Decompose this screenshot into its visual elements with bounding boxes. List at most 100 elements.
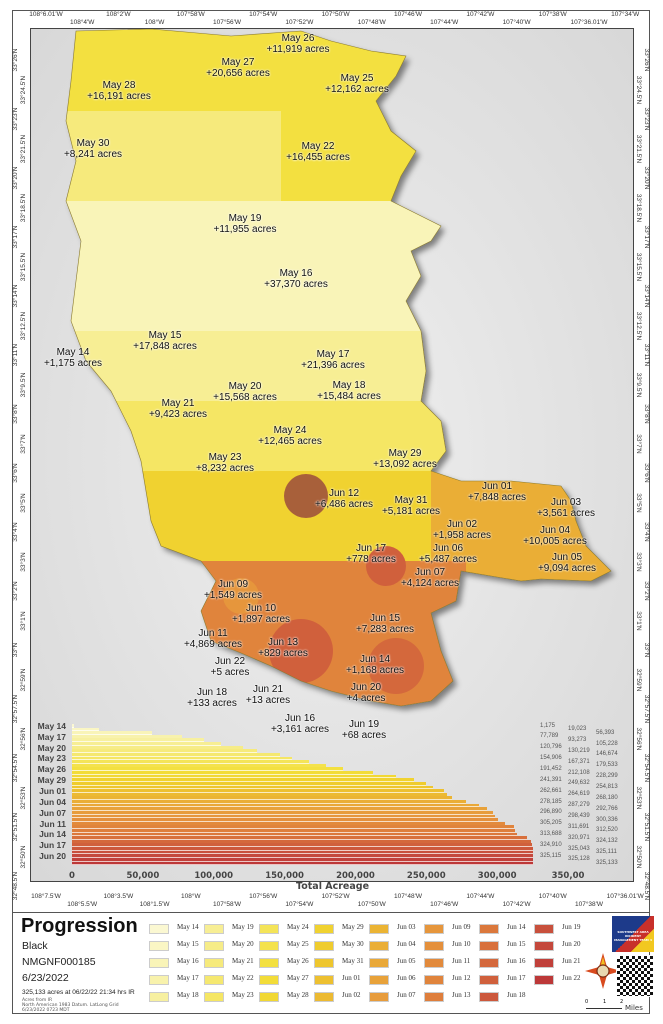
legend-label: May 31 [342,957,364,965]
chart-bar [72,847,533,851]
label-date: May 23 [208,452,242,463]
legend-label: May 17 [177,974,199,982]
chart-bar [72,781,426,786]
legend-swatch [479,924,499,934]
progression-label: May 31 +5,181 acres [382,495,440,517]
latitude-label: 33°20'N [12,166,19,190]
longitude-label: 107°36.01'W [606,893,644,900]
legend-swatch [259,992,279,1002]
chart-bar [72,771,373,775]
label-date: Jun 07 [414,567,446,578]
label-date: Jun 19 [348,719,380,730]
legend-swatch [424,975,444,985]
bar-value-label: 93,273 [568,736,587,743]
longitude-label: 107°38'W [538,11,567,18]
latitude-label: 33°23'N [643,107,650,131]
chart-bar [72,749,257,754]
legend-label: Jun 12 [452,974,471,982]
progression-label: Jun 07 +4,124 acres [401,567,459,589]
legend-swatch [149,958,169,968]
label-acres: +5 acres [210,667,250,678]
legend-swatch [149,992,169,1002]
legend-swatch [479,958,499,968]
label-acres: +11,955 acres [213,224,277,235]
label-date: Jun 15 [369,613,401,624]
y-tick-label: May 26 [37,764,66,775]
chart-bar [72,832,517,837]
legend-label: Jun 01 [342,974,361,982]
label-acres: +1,897 acres [231,614,291,625]
north-arrow-icon [585,953,621,989]
latitude-label: 33°12.5'N [635,311,642,340]
label-acres: +12,162 acres [325,84,389,95]
progression-label: May 27 +20,656 acres [206,57,270,79]
longitude-label: 108°W [144,19,165,26]
label-acres: +3,561 acres [536,508,596,519]
longitude-label: 107°46'W [393,11,423,18]
x-tick-label: 200,000 [336,871,375,881]
latitude-label: 32°48.5'N [643,871,650,901]
progression-label: May 30 +8,241 acres [64,138,122,160]
chart-bar [72,774,396,779]
latitude-label: 33°4'N [643,522,650,542]
chart-bar [72,738,205,743]
progression-label: May 15 +17,848 acres [133,330,197,352]
legend-label: Jun 18 [507,991,526,999]
longitude-label: 107°54'W [285,901,314,908]
label-acres: +133 acres [187,698,237,709]
legend-swatch [369,958,389,968]
label-date: May 25 [340,73,374,84]
label-date: May 27 [221,57,255,68]
longitude-label: 107°50'W [357,901,386,908]
bar-value-label: 278,185 [540,798,562,805]
legend-panel: Progression Black NMGNF000185 6/23/2022 … [12,912,654,1014]
bar-value-label: 146,674 [596,751,618,758]
latitude-label: 33°21.5'N [635,134,642,163]
scale-bar: 0 1 2 Miles [585,999,645,1013]
legend-label: May 15 [177,940,199,948]
label-acres: +15,484 acres [317,391,381,402]
progression-label: Jun 13 +829 acres [258,637,308,659]
legend-swatch [314,958,334,968]
latitude-label: 32°59'N [635,668,642,691]
y-tick-label: May 20 [37,742,66,753]
progression-label: Jun 15 +7,283 acres [356,613,414,635]
y-tick-label: May 14 [37,720,66,731]
bar-value-label: 325,128 [568,856,590,863]
fire-name: Black [22,940,48,952]
legend-label: May 16 [177,957,199,965]
chart-bar [72,763,327,768]
label-acres: +7,848 acres [467,492,527,503]
progression-label: Jun 06 +5,487 acres [419,543,477,565]
bar-value-label: 167,371 [568,758,590,765]
label-acres: +10,005 acres [523,536,587,547]
latitude-label: 33°9.5'N [635,372,642,397]
bar-value-label: 324,910 [540,841,562,848]
label-date: Jun 17 [355,543,387,554]
label-date: Jun 01 [481,481,513,492]
bar-value-label: 179,533 [596,762,618,769]
label-date: May 17 [316,349,350,360]
progression-label: Jun 03 +3,561 acres [537,497,595,519]
legend-label: May 23 [232,991,254,999]
legend-label: Jun 09 [452,923,471,931]
label-date: Jun 05 [551,552,583,563]
label-date: May 28 [102,80,136,91]
chart-bar [72,850,533,855]
chart-bar [72,792,447,797]
label-acres: +1,549 acres [203,590,263,601]
longitude-label: 107°48'W [393,893,423,900]
bar-value-label: 313,688 [540,831,562,838]
legend-label: Jun 13 [452,991,471,999]
qr-code[interactable] [616,955,654,997]
chart-bar [72,752,280,757]
chart-bar [72,727,99,732]
bar-value-label: 300,336 [596,816,618,823]
progression-label: Jun 17 +778 acres [346,543,396,565]
legend-swatch [314,924,334,934]
longitude-label: 107°52'W [321,893,350,900]
label-date: Jun 21 [252,684,284,695]
latitude-label: 32°54.5'N [643,753,650,783]
label-date: May 30 [76,138,110,149]
legend-label: Jun 20 [562,940,581,948]
